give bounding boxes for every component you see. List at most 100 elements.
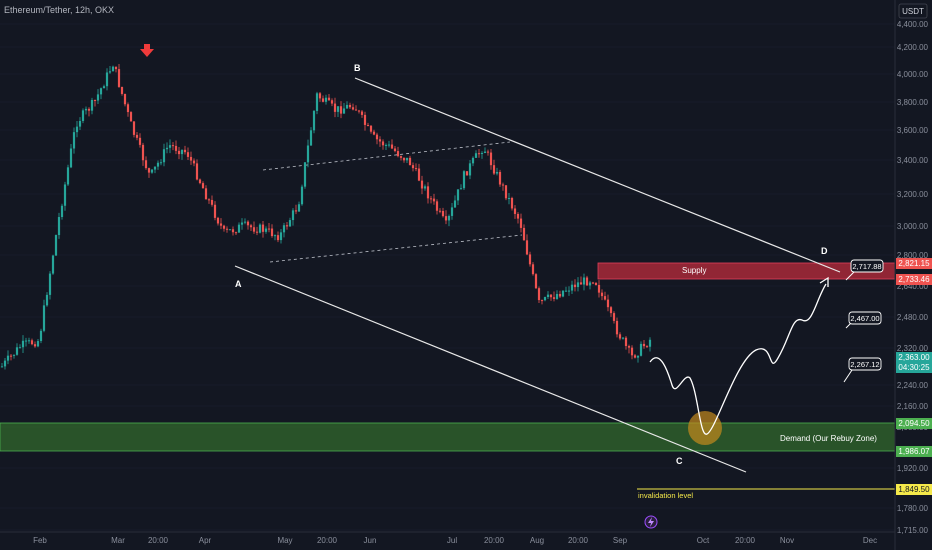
candle-body: [273, 235, 277, 237]
lightning-icon[interactable]: [644, 515, 658, 529]
candle-body: [315, 93, 319, 111]
candle-body: [618, 334, 622, 339]
x-tick-label: Aug: [530, 536, 544, 545]
candle-body: [594, 282, 598, 285]
candle-body: [480, 153, 484, 155]
svg-text:2,467.00: 2,467.00: [850, 314, 879, 323]
candle-body: [420, 180, 424, 189]
y-tick-label: 2,800.00: [897, 251, 929, 260]
candle-body: [27, 340, 31, 342]
candle-body: [192, 160, 196, 164]
candle-body: [516, 213, 520, 219]
x-tick-label: 20:00: [148, 536, 169, 545]
currency-button[interactable]: USDT: [898, 3, 928, 19]
svg-text:2,821.15: 2,821.15: [898, 259, 930, 268]
candle-body: [231, 229, 235, 233]
candle-body: [75, 126, 79, 133]
candle-body: [348, 104, 352, 108]
candle-body: [72, 132, 76, 149]
candle-body: [129, 112, 133, 122]
candle-body: [252, 227, 256, 232]
candle-body: [492, 165, 496, 174]
candle-body: [645, 346, 649, 348]
candle-body: [138, 137, 142, 145]
candle-body: [396, 151, 400, 157]
svg-text:2,717.88: 2,717.88: [852, 262, 881, 271]
candle-body: [318, 93, 322, 99]
candle-body: [360, 111, 364, 115]
supply-zone: [597, 262, 896, 280]
candle-body: [36, 341, 40, 347]
candle-body: [21, 340, 25, 348]
candle-body: [267, 228, 271, 230]
candle-body: [81, 110, 85, 122]
candle-body: [369, 125, 373, 132]
candle-body: [234, 232, 238, 234]
candle-body: [207, 199, 211, 201]
candle-body: [465, 171, 469, 176]
candle-body: [384, 144, 388, 146]
candle-body: [627, 346, 631, 348]
candle-body: [165, 147, 169, 150]
candle-body: [78, 121, 82, 127]
candle-body: [459, 188, 463, 190]
candle-body: [153, 166, 157, 170]
candle-body: [531, 264, 535, 275]
candle-body: [510, 197, 514, 209]
demand-zone-label: Demand (Our Rebuy Zone): [780, 434, 877, 443]
candle-body: [288, 220, 292, 227]
candle-body: [522, 227, 526, 241]
candle-body: [609, 307, 613, 314]
candle-body: [87, 108, 91, 111]
svg-text:USDT: USDT: [902, 7, 924, 16]
candle-body: [372, 131, 376, 135]
candle-body: [549, 294, 553, 298]
candle-body: [495, 171, 499, 174]
candle-body: [573, 284, 577, 288]
candle-body: [339, 106, 343, 114]
candle-body: [513, 208, 517, 214]
candle-body: [483, 151, 487, 154]
candle-body: [177, 150, 181, 155]
candle-body: [537, 288, 541, 301]
candle-body: [99, 88, 103, 95]
candle-body: [354, 109, 358, 111]
candle-body: [30, 340, 34, 345]
y-tick-label: 1,780.00: [897, 504, 929, 513]
candle-body: [309, 130, 313, 146]
candle-body: [336, 106, 340, 112]
y-tick-label: 3,200.00: [897, 190, 929, 199]
candle-body: [168, 145, 172, 148]
candle-body: [57, 217, 61, 236]
x-tick-label: Mar: [111, 536, 125, 545]
candle-body: [63, 184, 67, 206]
svg-text:2,267.12: 2,267.12: [850, 360, 879, 369]
candle-body: [201, 183, 205, 189]
candle-body: [303, 162, 307, 187]
price-label-1849: 1,849.50: [896, 484, 932, 495]
candle-body: [501, 184, 505, 186]
candle-body: [543, 297, 547, 301]
svg-text:1,986.07: 1,986.07: [898, 447, 930, 456]
y-tick-label: 2,480.00: [897, 313, 929, 322]
candle-body: [54, 235, 58, 256]
candle-body: [150, 169, 154, 173]
candle-body: [456, 189, 460, 201]
candle-body: [630, 347, 634, 356]
candle-body: [147, 168, 151, 173]
candle-body: [246, 221, 250, 226]
wave-label-a: A: [235, 279, 242, 289]
candle-body: [48, 273, 52, 295]
svg-text:2,094.50: 2,094.50: [898, 419, 930, 428]
candle-body: [468, 163, 472, 176]
candle-body: [183, 149, 187, 153]
candle-body: [546, 294, 550, 298]
candle-body: [414, 168, 418, 170]
candle-body: [114, 66, 118, 70]
candle-body: [3, 360, 7, 367]
y-tick-label: 3,400.00: [897, 156, 929, 165]
candle-body: [225, 228, 229, 230]
candle-body: [312, 110, 316, 131]
candle-body: [447, 215, 451, 221]
candlestick-series: [0, 64, 652, 370]
